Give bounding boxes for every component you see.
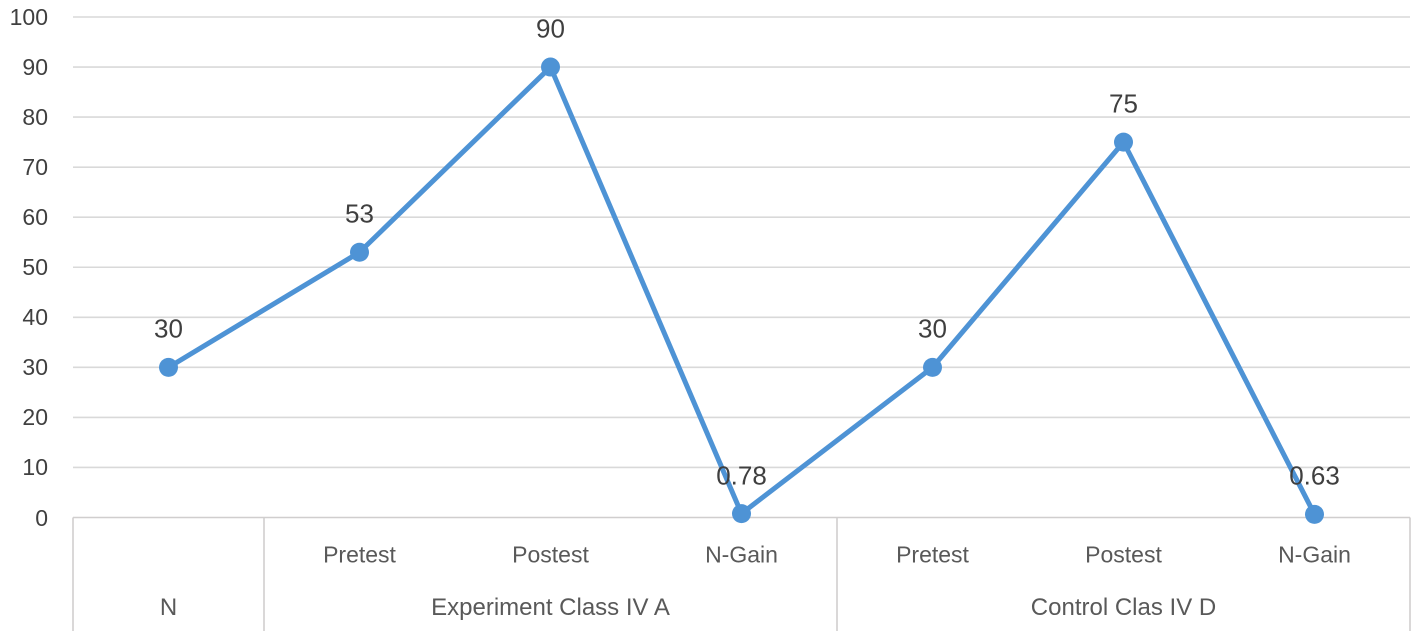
data-label: 30	[154, 313, 183, 344]
category-group-label: Experiment Class IV A	[431, 594, 670, 621]
y-axis-tick-label: 70	[22, 154, 48, 181]
y-axis-tick-label: 100	[9, 4, 48, 30]
y-axis-tick-label: 0	[35, 504, 48, 531]
y-axis-tick-label: 30	[22, 354, 48, 381]
y-axis-tick-label: 10	[22, 454, 48, 481]
data-point-marker	[159, 357, 178, 377]
y-axis-tick-label: 60	[22, 204, 48, 231]
category-group-label: Control Clas IV D	[1030, 594, 1217, 621]
category-label: N-Gain	[705, 541, 778, 568]
category-group-label: N	[159, 594, 178, 621]
category-label: Pretest	[896, 541, 969, 568]
data-label: 0.63	[1289, 460, 1340, 491]
data-point-marker	[1114, 132, 1133, 152]
category-label: N-Gain	[1278, 541, 1351, 568]
category-label: Pretest	[323, 541, 396, 568]
data-point-marker	[923, 357, 942, 377]
data-point-marker	[350, 242, 369, 262]
y-axis-tick-label: 50	[22, 254, 48, 281]
y-axis-tick-label: 80	[22, 104, 48, 131]
data-point-marker	[1305, 504, 1324, 524]
series-line	[166, 64, 1317, 517]
y-axis-tick-label: 40	[22, 304, 48, 331]
category-label: Postest	[1085, 541, 1162, 568]
data-label: 75	[1109, 88, 1138, 119]
category-label: Postest	[512, 541, 589, 568]
y-axis-tick-label: 20	[22, 404, 48, 431]
data-label: 53	[345, 198, 374, 229]
data-point-marker	[732, 504, 751, 524]
data-label: 90	[536, 13, 565, 44]
data-label: 0.78	[716, 460, 767, 491]
y-axis-tick-label: 90	[22, 54, 48, 81]
data-point-marker	[541, 57, 560, 77]
data-label: 30	[918, 313, 947, 344]
